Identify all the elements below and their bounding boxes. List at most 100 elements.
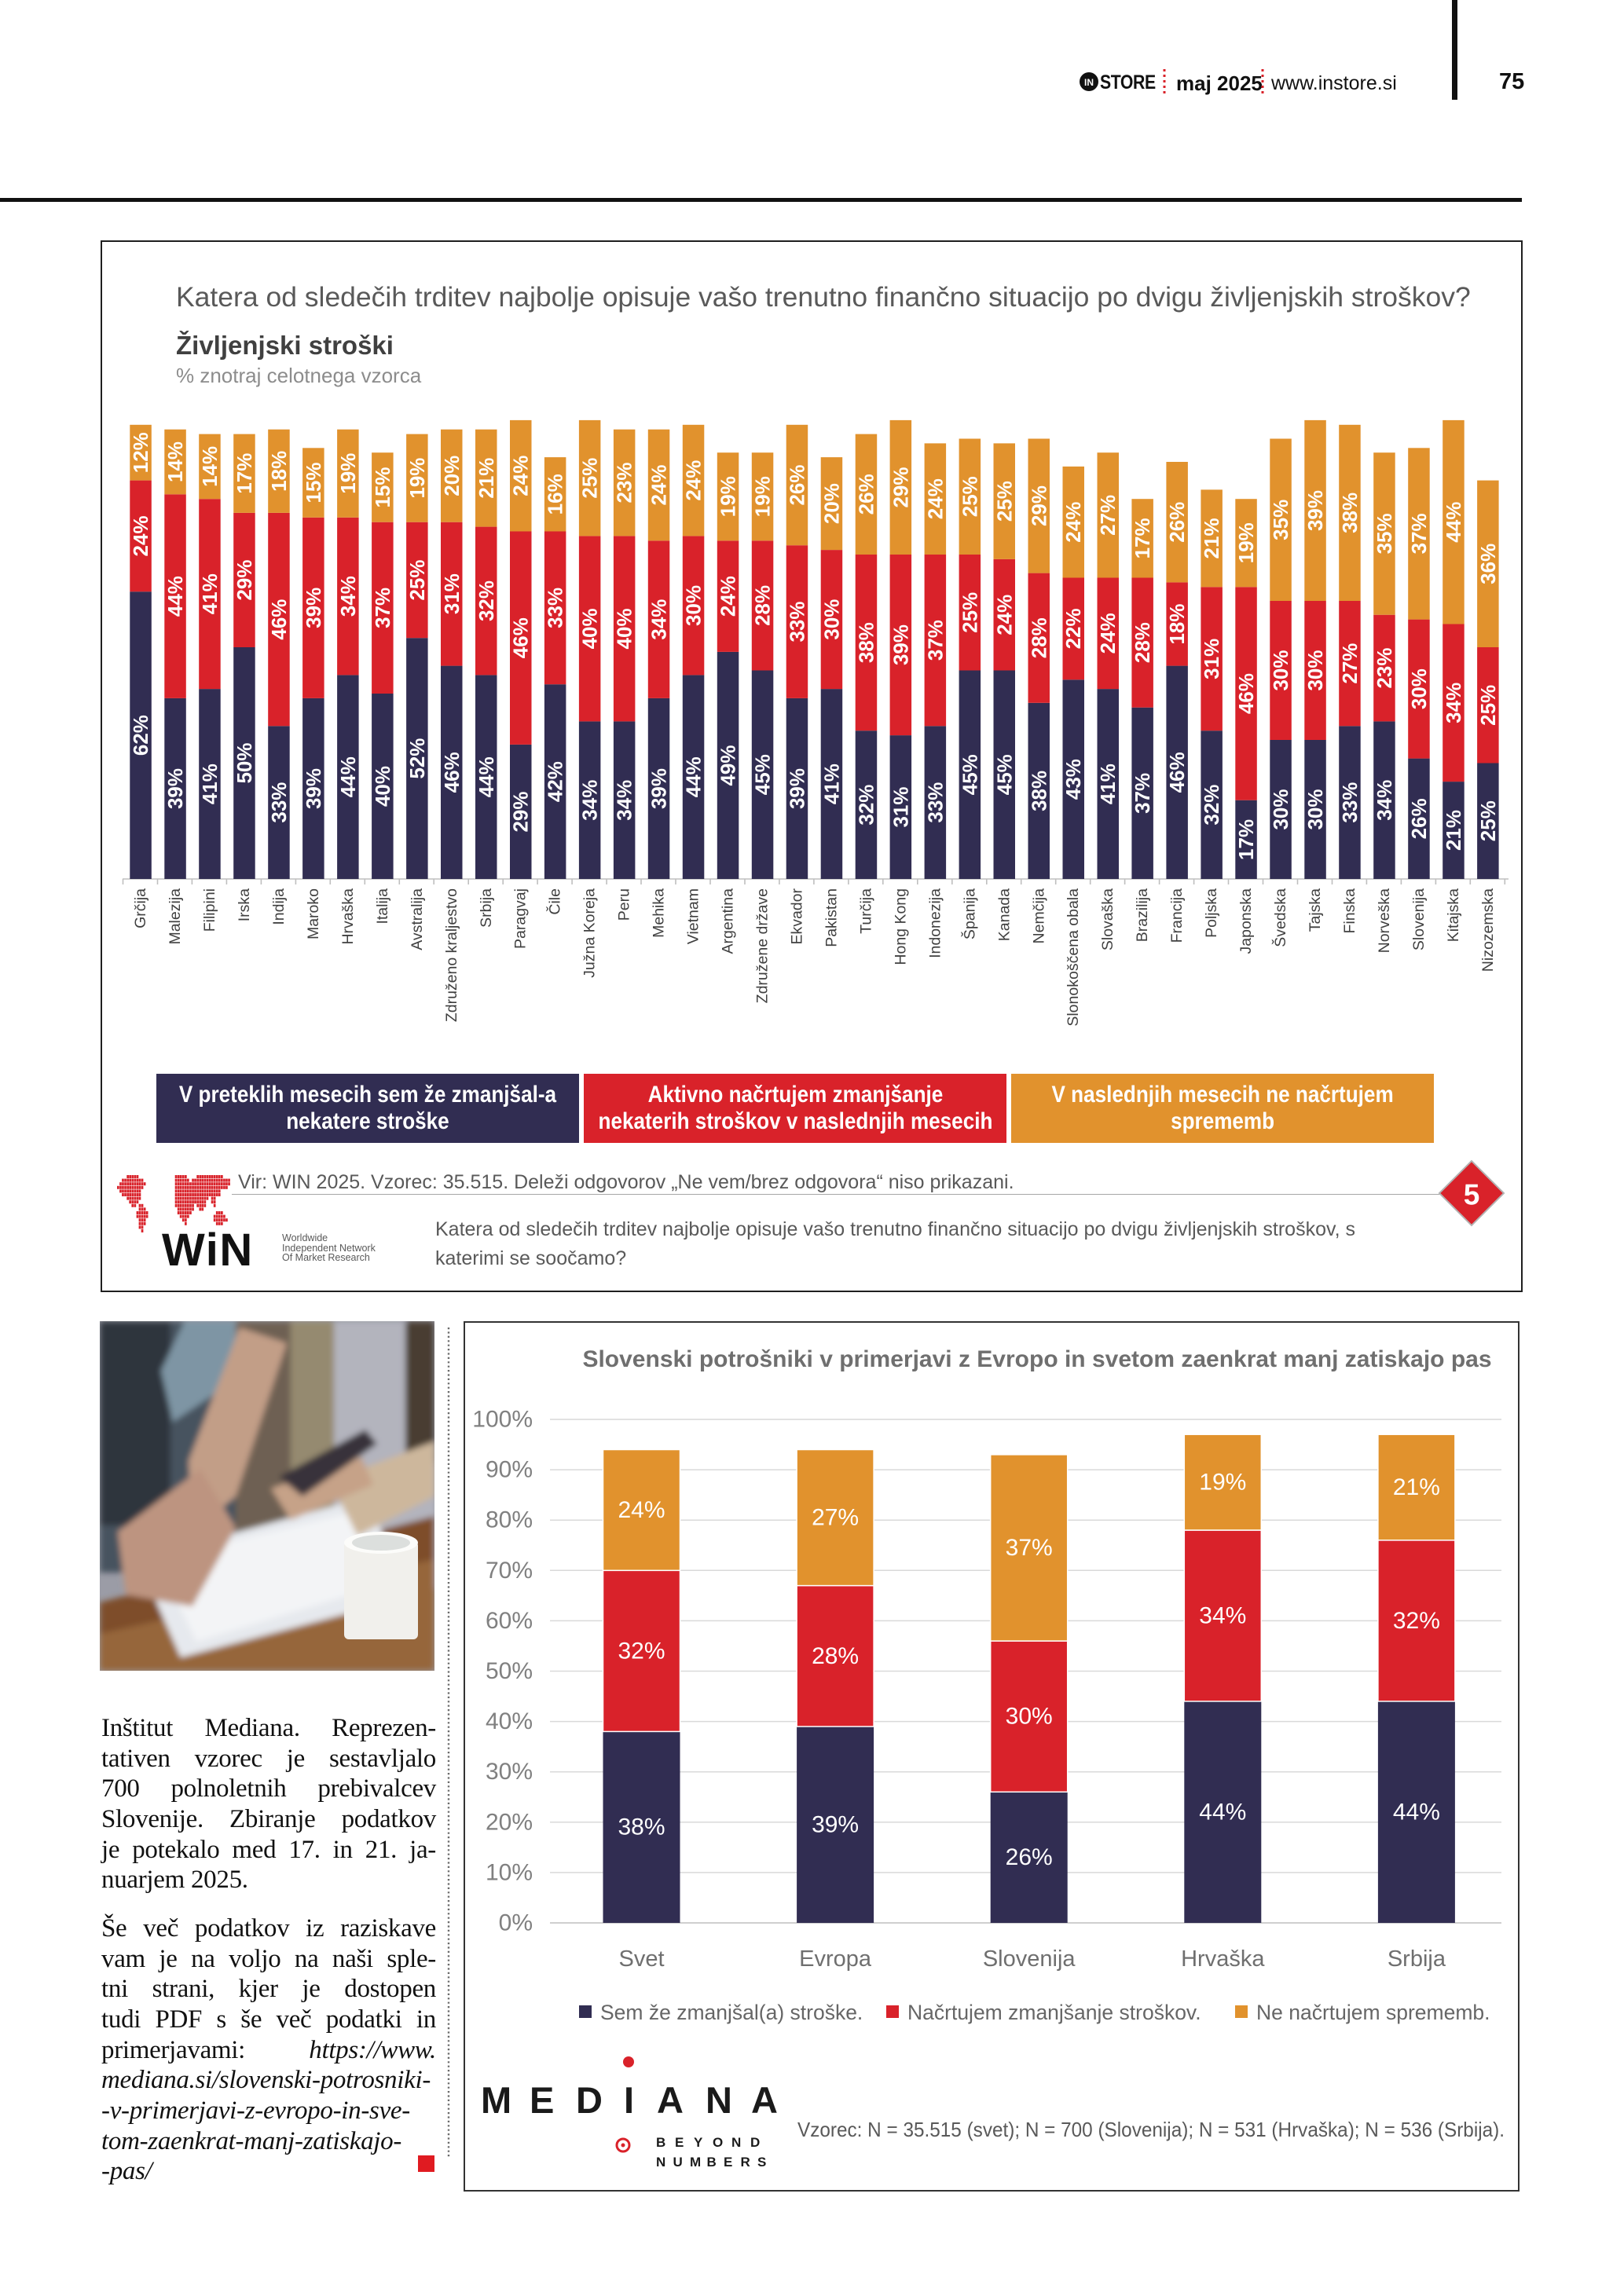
svg-text:46%: 46% [1234,673,1258,714]
svg-text:17%: 17% [1234,819,1258,860]
svg-text:31%: 31% [889,786,912,827]
svg-text:27%: 27% [1338,643,1362,684]
svg-text:34%: 34% [336,576,360,617]
svg-text:44%: 44% [1393,1800,1440,1825]
svg-text:Y: Y [694,2135,703,2150]
svg-text:12%: 12% [129,432,152,473]
svg-text:35%: 35% [1269,500,1292,540]
svg-text:26%: 26% [786,464,809,505]
svg-text:39%: 39% [786,768,809,809]
svg-text:Hong Kong: Hong Kong [892,888,909,965]
svg-text:20%: 20% [486,1809,533,1835]
svg-text:30%: 30% [682,585,706,626]
svg-text:E: E [724,2155,732,2170]
svg-text:B: B [656,2135,665,2150]
svg-text:E: E [675,2135,684,2150]
svg-text:44%: 44% [336,756,360,797]
svg-text:20%: 20% [820,483,844,524]
svg-text:25%: 25% [405,559,429,600]
svg-text:43%: 43% [1061,759,1085,800]
svg-text:Vzorec: N = 35.515 (svet); N =: Vzorec: N = 35.515 (svet); N = 700 (Slov… [797,2118,1505,2141]
svg-text:17%: 17% [233,453,256,494]
svg-text:44%: 44% [1442,502,1465,543]
svg-text:30%: 30% [1269,789,1292,829]
svg-text:80%: 80% [486,1507,533,1533]
svg-text:Južna Koreja: Južna Koreja [581,888,599,978]
svg-text:38%: 38% [618,1814,665,1840]
svg-text:D: D [576,2079,603,2121]
svg-text:29%: 29% [1027,485,1050,526]
svg-text:10%: 10% [486,1859,533,1885]
svg-text:B: B [707,2155,717,2170]
svg-text:29%: 29% [233,559,256,600]
svg-text:25%: 25% [1476,685,1500,726]
svg-text:Načrtujem zmanjšanje stroškov.: Načrtujem zmanjšanje stroškov. [907,2001,1201,2024]
svg-text:52%: 52% [405,738,429,779]
svg-text:Poljska: Poljska [1203,888,1220,938]
svg-text:Slovenija: Slovenija [983,1946,1076,1972]
svg-text:24%: 24% [1061,502,1085,543]
svg-text:M: M [690,2155,701,2170]
svg-text:19%: 19% [717,476,740,517]
svg-text:Hrvaška: Hrvaška [1181,1946,1265,1972]
svg-text:5: 5 [1464,1179,1480,1211]
svg-text:50%: 50% [233,742,256,783]
svg-text:M: M [481,2079,511,2121]
svg-text:Evropa: Evropa [799,1946,872,1972]
svg-text:Argentina: Argentina [720,888,737,954]
svg-text:21%: 21% [1393,1474,1440,1500]
svg-text:Tajska: Tajska [1307,888,1324,932]
svg-text:40%: 40% [578,608,602,649]
svg-text:Švedska: Švedska [1271,888,1289,947]
svg-text:O: O [713,2135,723,2150]
svg-text:50%: 50% [486,1658,533,1684]
svg-text:24%: 24% [129,515,152,556]
svg-text:32%: 32% [618,1638,665,1664]
svg-text:90%: 90% [486,1457,533,1483]
svg-text:45%: 45% [958,754,981,795]
svg-text:37%: 37% [1131,773,1154,814]
svg-text:Združene države: Združene države [754,888,772,1003]
svg-text:Maroko: Maroko [305,888,322,939]
svg-text:31%: 31% [440,573,464,614]
svg-text:15%: 15% [302,462,325,503]
svg-text:25%: 25% [958,476,981,517]
svg-text:19%: 19% [336,453,360,494]
svg-text:Japonska: Japonska [1237,888,1255,954]
svg-text:A: A [657,2079,684,2121]
svg-text:32%: 32% [475,580,498,621]
svg-text:Filipini: Filipini [201,888,218,932]
svg-text:I: I [624,2079,634,2121]
svg-text:25%: 25% [958,592,981,633]
svg-text:Svet: Svet [618,1946,664,1972]
svg-text:39%: 39% [302,768,325,809]
svg-text:31%: 31% [1200,639,1223,679]
svg-text:28%: 28% [1027,617,1050,658]
svg-text:21%: 21% [475,458,498,499]
svg-text:45%: 45% [992,754,1016,795]
svg-text:40%: 40% [613,608,636,649]
svg-text:40%: 40% [371,766,394,807]
svg-text:Ne načrtujem sprememb.: Ne načrtujem sprememb. [1256,2001,1490,2024]
svg-text:28%: 28% [751,585,775,626]
svg-text:Avstralija: Avstralija [409,888,426,950]
svg-text:39%: 39% [889,624,912,665]
svg-text:Slovenija: Slovenija [1410,888,1428,950]
svg-text:Grčija: Grčija [132,888,149,928]
svg-text:34%: 34% [1199,1603,1246,1629]
svg-text:37%: 37% [1407,513,1431,554]
svg-text:15%: 15% [371,467,394,507]
svg-text:E: E [530,2079,554,2121]
svg-text:41%: 41% [1096,764,1120,804]
svg-text:39%: 39% [647,768,671,809]
svg-text:41%: 41% [198,573,222,614]
svg-text:Združeno kraljestvo: Združeno kraljestvo [443,888,460,1022]
svg-text:Norveška: Norveška [1376,888,1393,954]
svg-text:49%: 49% [717,745,740,785]
svg-text:S: S [757,2155,766,2170]
svg-text:Pakistan: Pakistan [823,888,841,947]
svg-text:Indonezija: Indonezija [926,888,944,958]
svg-text:34%: 34% [1373,780,1396,821]
svg-text:Čile: Čile [546,888,564,915]
svg-text:0%: 0% [499,1910,533,1936]
